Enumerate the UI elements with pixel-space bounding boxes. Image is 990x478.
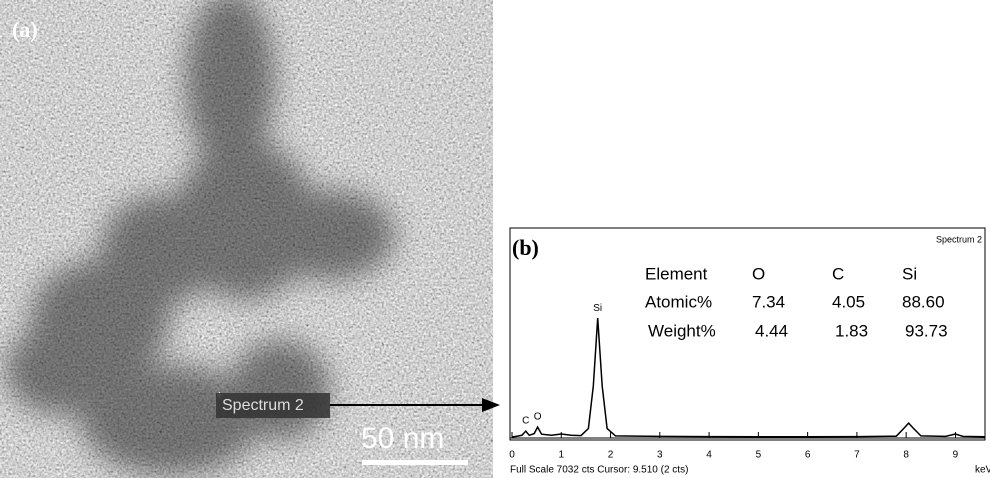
scale-bar-label: 50 nm [361, 422, 444, 455]
x-tick-label: 3 [657, 450, 663, 461]
x-tick-label: 6 [805, 450, 811, 461]
table-cell: Atomic% [645, 292, 712, 311]
x-tick-label: 1 [558, 450, 564, 461]
table-cell: Weight% [648, 321, 716, 340]
footer: Full Scale 7032 cts Cursor: 9.510 (2 cts… [510, 465, 688, 476]
spectrum-line [511, 318, 986, 438]
x-tick-label: 2 [608, 450, 614, 461]
x-tick-label: 8 [903, 450, 909, 461]
table-cell: 93.73 [905, 321, 948, 340]
chart-title: Spectrum 2 [936, 234, 982, 244]
arrow-head [482, 398, 500, 412]
table-cell: 1.83 [835, 321, 868, 340]
x-tick-label: 7 [854, 450, 860, 461]
peak-label: C [522, 416, 529, 427]
scale-bar [362, 460, 468, 465]
x-tick-label: 5 [756, 450, 762, 461]
panel-label: (b) [512, 235, 539, 260]
x-axis-label: keV [975, 465, 990, 476]
tem-image [0, 0, 493, 478]
marker-box [216, 393, 330, 418]
composition-table: Element O C Si Atomic% 7.34 4.05 88.60 Weight% 4.… [645, 264, 948, 340]
table-cell: 7.34 [752, 292, 785, 311]
table-cell: 88.60 [902, 292, 945, 311]
panel-label: (a) [12, 17, 38, 42]
table-header: Element [645, 264, 708, 283]
x-tick-label: 0 [509, 450, 515, 461]
peak-label: O [534, 412, 542, 423]
peak-label: Si [593, 303, 602, 314]
marker-label: Spectrum 2 [222, 397, 304, 414]
table-header: Si [902, 264, 917, 283]
table-cell: 4.44 [755, 321, 788, 340]
x-tick-label: 9 [953, 450, 959, 461]
table-header: C [832, 264, 844, 283]
table-cell: 4.05 [832, 292, 865, 311]
spectrum-frame [509, 227, 986, 441]
table-header: O [752, 264, 765, 283]
x-tick-label: 4 [706, 450, 712, 461]
